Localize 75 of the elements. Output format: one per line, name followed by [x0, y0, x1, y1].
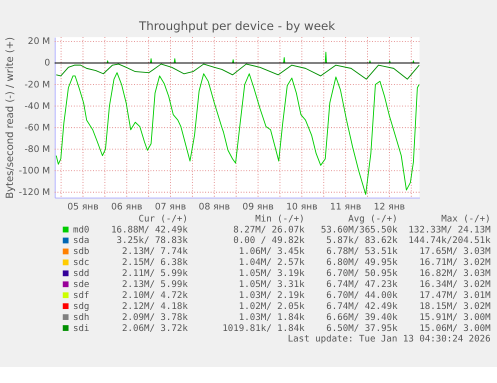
- text: 2.11M/ 5.99k: [122, 269, 188, 280]
- text: 18.15M/ 3.02M: [419, 302, 492, 312]
- text: Cur (-/+): [138, 214, 188, 224]
- text: 6.74M/ 47.23k: [326, 280, 398, 290]
- text: 15.06M/ 3.00M: [419, 324, 492, 334]
- text: Avg (-/+): [348, 214, 398, 224]
- x-tick-label: 12 янв: [374, 202, 406, 212]
- text: Last update: Tue Jan 13 04:30:24 2026: [288, 334, 491, 345]
- y-axis-title: Bytes/second read (-) / write (+): [5, 36, 16, 199]
- text: 6.70M/ 50.95k: [326, 269, 398, 280]
- text: 5.87k/ 83.62k: [326, 236, 398, 246]
- legend-label: sdi: [72, 324, 90, 334]
- legend-label: sdg: [72, 302, 90, 312]
- text: 16.82M/ 3.03M: [419, 269, 492, 280]
- text: 16.34M/ 3.02M: [419, 280, 492, 290]
- text: 6.74M/ 42.49k: [326, 302, 398, 312]
- text: 17.47M/ 3.01M: [419, 290, 492, 301]
- y-tick-label: -120 M: [18, 188, 50, 198]
- text: 2.13M/ 5.99k: [122, 280, 188, 290]
- chart-title: Throughput per device - by week: [138, 18, 336, 33]
- text: 6.66M/ 39.40k: [326, 312, 398, 323]
- y-tick-label: -100 M: [18, 166, 50, 176]
- text: 1.04M/ 2.57k: [238, 258, 306, 268]
- y-tick-label: -80 M: [24, 144, 50, 155]
- legend-label: sdb: [72, 247, 90, 258]
- text: 1.05M/ 3.19k: [238, 269, 306, 280]
- text: 2.12M/ 4.18k: [122, 302, 188, 312]
- text: 2.09M/ 3.78k: [122, 312, 188, 323]
- text: 2.10M/ 4.72k: [122, 290, 188, 301]
- text: 1.05M/ 3.31k: [238, 280, 306, 290]
- x-tick-label: 10 янв: [286, 202, 318, 212]
- text: 1.02M/ 2.05k: [238, 302, 306, 312]
- legend-label: sdd: [72, 269, 90, 280]
- text: 8.27M/ 26.07k: [233, 225, 306, 236]
- text: 0.00 / 49.82k: [233, 236, 306, 246]
- y-tick-label: 0: [44, 58, 50, 69]
- x-tick-label: 11 янв: [330, 202, 362, 212]
- text: 144.74k/204.51k: [408, 236, 492, 246]
- text: 15.91M/ 3.00M: [419, 312, 492, 323]
- line-series: [56, 64, 420, 80]
- legend-label: sdc: [72, 258, 90, 268]
- text: 1.03M/ 1.84k: [238, 312, 306, 323]
- line-series: [56, 72, 420, 195]
- legend-label: sdh: [72, 312, 90, 323]
- legend-label: sde: [72, 280, 90, 290]
- y-tick-label: -40 M: [24, 102, 50, 112]
- text: 1.03M/ 2.19k: [238, 290, 306, 301]
- x-tick-label: 05 янв: [67, 202, 99, 212]
- text: Min (-/+): [255, 214, 305, 224]
- legend-label: md0: [72, 225, 90, 236]
- text: 6.78M/ 53.51k: [326, 247, 398, 258]
- text: 2.13M/ 7.74k: [122, 247, 188, 258]
- text: 6.50M/ 37.95k: [326, 324, 398, 334]
- y-tick-label: -20 M: [24, 80, 50, 90]
- x-tick-label: 06 янв: [111, 202, 142, 212]
- text: 2.06M/ 3.72k: [122, 324, 188, 334]
- x-tick-label: 08 янв: [198, 202, 230, 212]
- text: 132.33M/ 24.13M: [408, 225, 492, 236]
- text: 16.88M/ 42.49k: [111, 225, 188, 236]
- legend-label: sda: [72, 236, 90, 246]
- text: 3.25k/ 78.83k: [116, 236, 188, 246]
- text: 1.06M/ 3.45k: [238, 247, 306, 258]
- x-tick-label: 09 янв: [242, 202, 274, 212]
- text: 2.15M/ 6.38k: [122, 258, 188, 268]
- legend-label: sdf: [72, 290, 90, 301]
- text: 1019.81k/ 1.84k: [222, 324, 306, 334]
- text: Max (-/+): [441, 214, 491, 224]
- text: 53.60M/365.50k: [320, 225, 398, 236]
- text: 16.71M/ 3.02M: [419, 258, 492, 268]
- text: 6.70M/ 44.00k: [326, 290, 398, 301]
- x-tick-label: 07 янв: [154, 202, 186, 212]
- text: 17.65M/ 3.03M: [419, 247, 492, 258]
- y-tick-label: -60 M: [24, 123, 50, 134]
- y-tick-label: 20 M: [28, 37, 50, 48]
- text: 6.80M/ 49.95k: [326, 258, 398, 268]
